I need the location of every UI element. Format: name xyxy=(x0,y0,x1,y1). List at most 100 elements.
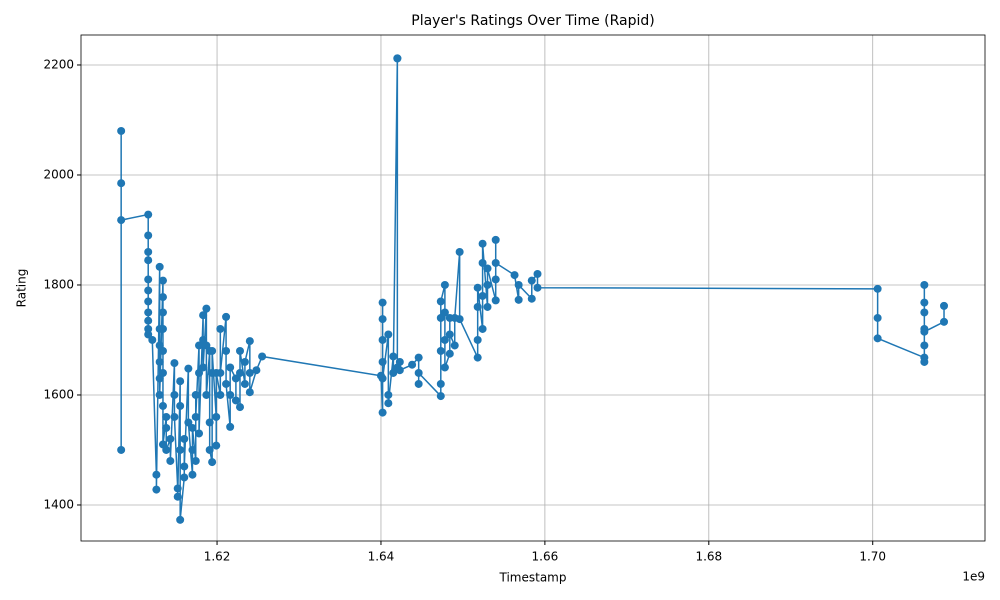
data-point xyxy=(195,429,204,438)
data-point xyxy=(533,283,542,292)
x-tick-label: 1.62 xyxy=(204,550,231,564)
x-axis-label: Timestamp xyxy=(499,571,567,585)
data-point xyxy=(176,445,185,454)
data-point xyxy=(533,269,542,278)
data-point xyxy=(144,275,153,284)
data-point xyxy=(212,412,221,421)
data-point xyxy=(258,352,267,361)
y-tick-label: 1800 xyxy=(43,277,74,291)
data-point xyxy=(440,363,449,372)
data-point xyxy=(408,360,417,369)
data-point xyxy=(491,275,500,284)
data-point xyxy=(180,462,189,471)
data-point xyxy=(152,470,161,479)
data-point xyxy=(514,295,523,304)
data-point xyxy=(191,456,200,465)
x-tick-label: 1.64 xyxy=(368,550,395,564)
data-point xyxy=(195,368,204,377)
data-point xyxy=(144,308,153,317)
data-point xyxy=(510,271,519,280)
data-point xyxy=(226,363,235,372)
data-point xyxy=(162,423,171,432)
data-point xyxy=(158,276,167,285)
data-point xyxy=(148,335,157,344)
data-point xyxy=(389,352,398,361)
data-point xyxy=(222,379,231,388)
data-point xyxy=(527,276,536,285)
data-point xyxy=(920,327,929,336)
data-point xyxy=(173,492,182,501)
data-point xyxy=(920,341,929,350)
data-point xyxy=(117,216,126,225)
data-point xyxy=(478,291,487,300)
data-point xyxy=(873,334,882,343)
data-point xyxy=(222,346,231,355)
data-point xyxy=(195,341,204,350)
data-point xyxy=(202,390,211,399)
y-tick-label: 1400 xyxy=(43,497,74,511)
data-point xyxy=(436,379,445,388)
data-point xyxy=(455,247,464,256)
data-point xyxy=(378,335,387,344)
data-point xyxy=(235,346,244,355)
data-point xyxy=(378,298,387,307)
data-point xyxy=(873,313,882,322)
data-point xyxy=(231,374,240,383)
data-point xyxy=(378,315,387,324)
data-point xyxy=(873,284,882,293)
data-point xyxy=(202,304,211,313)
data-point xyxy=(920,280,929,289)
x-tick-label: 1.70 xyxy=(859,550,886,564)
data-point xyxy=(170,390,179,399)
data-point xyxy=(235,368,244,377)
data-point xyxy=(473,283,482,292)
data-point xyxy=(226,422,235,431)
data-point xyxy=(384,399,393,408)
data-point xyxy=(176,515,185,524)
data-point xyxy=(240,379,249,388)
data-point xyxy=(155,262,164,271)
data-point xyxy=(414,379,423,388)
data-point xyxy=(117,445,126,454)
data-point xyxy=(436,392,445,401)
data-point xyxy=(176,401,185,410)
data-point xyxy=(478,239,487,248)
data-point xyxy=(920,357,929,366)
data-point xyxy=(188,423,197,432)
data-point xyxy=(414,353,423,362)
data-point xyxy=(155,390,164,399)
data-point xyxy=(216,368,225,377)
x-tick-label: 1.68 xyxy=(695,550,722,564)
data-point xyxy=(378,357,387,366)
data-point xyxy=(199,363,208,372)
data-point xyxy=(199,311,208,320)
chart-title: Player's Ratings Over Time (Rapid) xyxy=(411,13,654,29)
data-point xyxy=(191,412,200,421)
data-point xyxy=(378,408,387,417)
data-point xyxy=(440,280,449,289)
data-point xyxy=(473,335,482,344)
data-point xyxy=(208,458,217,467)
data-point xyxy=(395,366,404,375)
data-point xyxy=(158,308,167,317)
data-point xyxy=(252,366,261,375)
data-point xyxy=(208,346,217,355)
data-point xyxy=(188,445,197,454)
data-point xyxy=(205,418,214,427)
data-point xyxy=(436,297,445,306)
data-point xyxy=(158,346,167,355)
x-offset-label: 1e9 xyxy=(962,570,985,584)
data-point xyxy=(216,324,225,333)
data-point xyxy=(445,330,454,339)
data-point xyxy=(445,349,454,358)
data-point xyxy=(436,313,445,322)
plot-frame xyxy=(80,34,986,542)
data-point xyxy=(184,418,193,427)
data-point xyxy=(478,324,487,333)
data-point xyxy=(527,294,536,303)
data-point xyxy=(180,434,189,443)
data-point xyxy=(152,485,161,494)
y-axis-label: Rating xyxy=(15,269,29,308)
